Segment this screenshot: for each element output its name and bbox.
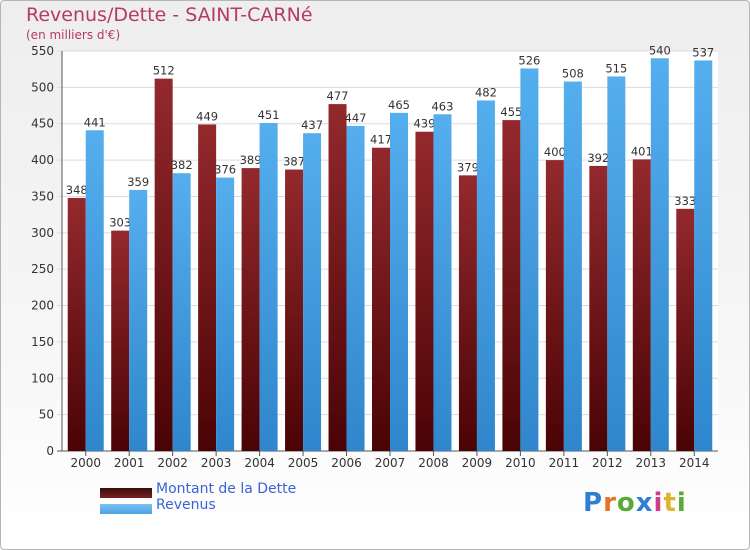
bar-dette	[328, 104, 347, 451]
data-label-revenus: 540	[649, 43, 671, 57]
x-tick-label: 2005	[288, 456, 319, 470]
data-label-revenus: 465	[388, 98, 410, 112]
bar-revenus	[694, 60, 713, 452]
bar-revenus	[172, 173, 191, 451]
y-tick-label: 50	[39, 408, 54, 422]
data-label-revenus: 359	[127, 175, 149, 189]
bar-dette	[111, 230, 130, 451]
data-label-revenus: 508	[562, 67, 584, 81]
data-label-dette: 400	[544, 145, 566, 159]
bar-dette	[676, 208, 695, 451]
data-label-dette: 439	[413, 117, 435, 131]
data-label-revenus: 526	[518, 53, 540, 67]
data-label-revenus: 451	[258, 108, 280, 122]
data-label-dette: 333	[674, 194, 696, 208]
data-label-dette: 387	[283, 155, 305, 169]
bar-revenus	[607, 76, 626, 452]
bar-dette	[198, 124, 217, 452]
chart-title: Revenus/Dette - SAINT-CARNé	[26, 4, 313, 26]
bar-revenus	[650, 58, 669, 451]
y-tick-label: 350	[31, 189, 54, 203]
bar-revenus	[346, 125, 365, 451]
data-label-revenus: 437	[301, 118, 323, 132]
data-label-dette: 392	[587, 151, 609, 165]
x-tick-label: 2002	[157, 456, 188, 470]
x-tick-label: 2014	[679, 456, 710, 470]
x-tick-label: 2000	[70, 456, 101, 470]
bar-revenus	[85, 130, 104, 452]
bar-dette	[589, 165, 608, 451]
data-label-revenus: 376	[214, 163, 236, 177]
data-label-revenus: 441	[84, 115, 106, 129]
x-tick-label: 2008	[418, 456, 449, 470]
bar-dette	[154, 78, 173, 452]
data-label-revenus: 537	[692, 45, 714, 59]
y-tick-label: 400	[31, 153, 54, 167]
legend-swatch-dette	[100, 488, 152, 498]
legend-swatch-revenus	[100, 504, 152, 514]
x-tick-label: 2011	[549, 456, 580, 470]
x-tick-label: 2003	[201, 456, 232, 470]
bar-revenus	[303, 133, 322, 451]
data-label-dette: 348	[66, 183, 88, 197]
data-label-revenus: 382	[171, 158, 193, 172]
x-tick-label: 2007	[375, 456, 406, 470]
data-label-dette: 379	[457, 160, 479, 174]
bar-revenus	[433, 114, 452, 451]
data-label-dette: 512	[153, 64, 175, 78]
data-label-dette: 303	[109, 216, 131, 230]
bar-revenus	[259, 123, 278, 451]
bar-revenus	[476, 100, 495, 452]
bar-dette	[372, 147, 390, 451]
data-label-dette: 401	[631, 144, 653, 158]
y-tick-label: 150	[31, 335, 54, 349]
data-label-dette: 389	[240, 153, 262, 167]
data-label-revenus: 463	[431, 99, 453, 113]
legend-label-dette: Montant de la Dette	[156, 481, 297, 497]
bar-dette	[458, 175, 477, 451]
bar-dette	[241, 168, 260, 451]
chart-subtitle: (en milliers d'€)	[26, 28, 121, 42]
y-tick-label: 250	[31, 262, 54, 276]
bar-revenus	[216, 177, 235, 451]
x-tick-label: 2010	[505, 456, 536, 470]
y-tick-label: 0	[46, 444, 54, 458]
bar-dette	[285, 169, 304, 451]
x-tick-label: 2004	[244, 456, 275, 470]
data-label-dette: 477	[327, 89, 349, 103]
x-tick-label: 2012	[592, 456, 623, 470]
x-tick-label: 2013	[636, 456, 667, 470]
bar-revenus	[390, 112, 408, 452]
bar-dette	[67, 197, 86, 451]
y-tick-label: 300	[31, 226, 54, 240]
data-label-revenus: 447	[345, 111, 367, 125]
y-tick-label: 100	[31, 371, 54, 385]
bar-revenus	[520, 68, 539, 452]
data-label-revenus: 515	[605, 61, 627, 75]
bar-dette	[545, 160, 564, 451]
data-label-dette: 449	[196, 109, 218, 123]
bar-dette	[415, 131, 434, 451]
x-tick-label: 2009	[462, 456, 493, 470]
bar-dette	[632, 159, 651, 451]
bar-dette	[502, 120, 521, 451]
data-label-revenus: 482	[475, 85, 497, 99]
bar-revenus	[563, 81, 582, 451]
bar-revenus	[129, 189, 148, 451]
y-tick-label: 450	[31, 117, 54, 131]
x-tick-label: 2006	[331, 456, 362, 470]
proxiti-logo: Proxiti	[583, 488, 687, 518]
data-label-dette: 417	[370, 133, 392, 147]
y-tick-label: 200	[31, 299, 54, 313]
x-tick-label: 2001	[114, 456, 145, 470]
data-label-dette: 455	[500, 105, 522, 119]
y-tick-label: 500	[31, 80, 54, 94]
legend-label-revenus: Revenus	[156, 497, 216, 513]
y-tick-label: 550	[31, 44, 54, 58]
